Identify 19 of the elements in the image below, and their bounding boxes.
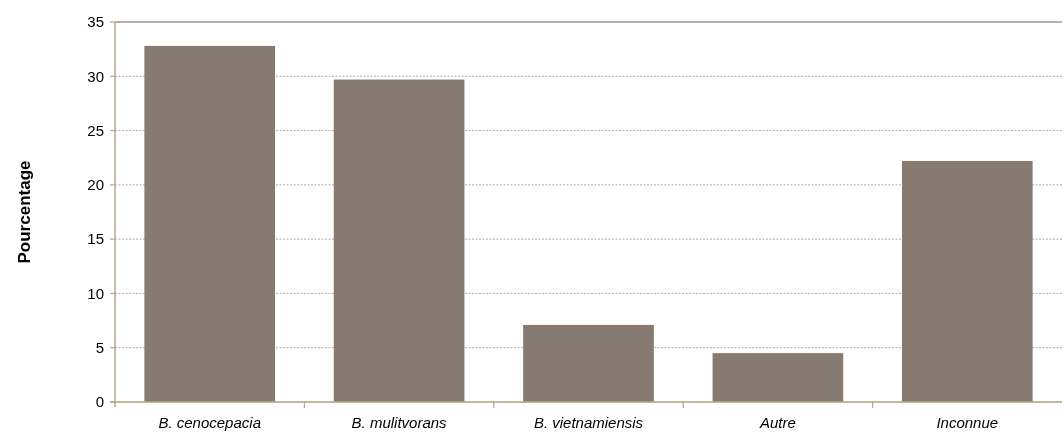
bar: [523, 324, 654, 402]
bar: [333, 79, 465, 402]
x-tick-label: B. mulitvorans: [351, 414, 448, 431]
bar: [144, 45, 276, 402]
x-tick-label: B. cenocepacia: [158, 414, 261, 431]
x-tick-label: Inconnue: [936, 414, 999, 431]
x-tick-label: B. vietnamiensis: [533, 414, 644, 431]
y-tick-label: 20: [87, 176, 104, 194]
y-tick-label: 30: [87, 67, 104, 85]
y-tick-label: 35: [87, 13, 104, 31]
bar: [901, 160, 1033, 402]
bar: [712, 353, 844, 402]
x-tick-label: Autre: [758, 414, 796, 431]
y-axis-title: Pourcentage: [15, 160, 34, 264]
y-tick-label: 15: [87, 230, 104, 248]
y-tick-label: 10: [87, 284, 104, 302]
y-tick-label: 25: [87, 121, 104, 139]
y-tick-label: 0: [95, 393, 104, 411]
y-tick-label: 5: [95, 338, 104, 356]
